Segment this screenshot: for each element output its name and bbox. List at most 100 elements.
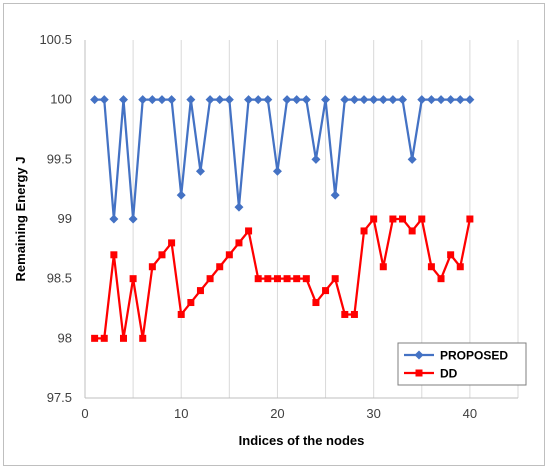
data-point-proposed <box>118 95 128 105</box>
data-point-dd <box>177 310 185 318</box>
data-point-proposed <box>253 95 263 105</box>
data-point-dd <box>322 287 330 295</box>
data-point-dd <box>379 263 387 271</box>
data-point-proposed <box>349 95 359 105</box>
data-point-dd <box>158 251 166 259</box>
data-point-proposed <box>167 95 177 105</box>
x-tick-label: 30 <box>366 406 380 421</box>
data-point-dd <box>437 275 445 283</box>
data-point-dd <box>293 275 301 283</box>
data-point-dd <box>91 334 99 342</box>
y-tick-label: 99 <box>58 211 72 226</box>
data-point-proposed <box>311 154 321 164</box>
legend-marker-proposed <box>414 350 424 360</box>
data-point-proposed <box>388 95 398 105</box>
legend-label-proposed: PROPOSED <box>440 349 508 363</box>
data-point-proposed <box>465 95 475 105</box>
data-point-proposed <box>292 95 302 105</box>
data-point-dd <box>302 275 310 283</box>
data-point-dd <box>360 227 368 235</box>
data-point-proposed <box>138 95 148 105</box>
data-point-proposed <box>359 95 369 105</box>
data-point-proposed <box>301 95 311 105</box>
data-point-proposed <box>436 95 446 105</box>
series-dd <box>91 215 474 342</box>
data-point-dd <box>399 215 407 223</box>
data-point-dd <box>225 251 233 259</box>
data-point-dd <box>187 299 195 307</box>
data-point-proposed <box>176 190 186 200</box>
data-point-proposed <box>446 95 456 105</box>
data-point-proposed <box>272 166 282 176</box>
data-point-proposed <box>195 166 205 176</box>
y-tick-label: 97.5 <box>47 390 72 405</box>
x-tick-label: 20 <box>270 406 284 421</box>
data-point-dd <box>139 334 147 342</box>
data-point-proposed <box>147 95 157 105</box>
data-point-proposed <box>234 202 244 212</box>
data-point-dd <box>206 275 214 283</box>
data-point-dd <box>466 215 474 223</box>
data-point-proposed <box>321 95 331 105</box>
data-point-proposed <box>157 95 167 105</box>
data-point-proposed <box>205 95 215 105</box>
data-point-dd <box>312 299 320 307</box>
legend-box <box>397 342 527 386</box>
data-point-dd <box>350 310 358 318</box>
axes <box>84 40 518 399</box>
x-tick-label: 40 <box>463 406 477 421</box>
data-point-proposed <box>330 190 340 200</box>
data-point-dd <box>110 251 118 259</box>
data-point-dd <box>196 287 204 295</box>
x-tick-label: 0 <box>81 406 88 421</box>
legend-label-dd: DD <box>440 367 458 381</box>
y-tick-labels: 97.5 98 98.5 99 99.5 100 100.5 <box>39 32 72 405</box>
data-point-proposed <box>263 95 273 105</box>
data-point-dd <box>408 227 416 235</box>
series-group <box>90 95 475 342</box>
y-tick-label: 100 <box>50 92 72 107</box>
data-point-proposed <box>398 95 408 105</box>
data-point-proposed <box>378 95 388 105</box>
data-point-proposed <box>128 214 138 224</box>
y-tick-label: 98.5 <box>47 271 72 286</box>
y-tick-label: 100.5 <box>39 32 72 47</box>
data-point-dd <box>418 215 426 223</box>
data-point-proposed <box>282 95 292 105</box>
data-point-proposed <box>109 214 119 224</box>
chart-frame <box>3 3 545 466</box>
series-line-proposed <box>94 98 470 221</box>
legend-marker-dd <box>415 369 423 377</box>
data-point-proposed <box>369 95 379 105</box>
x-tick-labels: 0 10 20 30 40 <box>81 406 477 421</box>
data-point-dd <box>273 275 281 283</box>
data-point-dd <box>456 263 464 271</box>
data-point-dd <box>254 275 262 283</box>
data-point-proposed <box>215 95 225 105</box>
data-point-dd <box>119 334 127 342</box>
y-tick-label: 99.5 <box>47 151 72 166</box>
series-proposed <box>90 95 475 224</box>
data-point-proposed <box>455 95 465 105</box>
data-point-proposed <box>417 95 427 105</box>
data-point-dd <box>129 275 137 283</box>
data-point-dd <box>389 215 397 223</box>
data-point-dd <box>370 215 378 223</box>
data-point-dd <box>264 275 272 283</box>
data-point-proposed <box>244 95 254 105</box>
x-tick-label: 10 <box>174 406 188 421</box>
data-point-proposed <box>186 95 196 105</box>
data-point-proposed <box>224 95 234 105</box>
data-point-dd <box>341 310 349 318</box>
data-point-proposed <box>340 95 350 105</box>
x-axis-title: Indices of the nodes <box>239 433 365 448</box>
data-point-dd <box>235 239 243 247</box>
data-point-dd <box>447 251 455 259</box>
data-point-proposed <box>407 154 417 164</box>
data-point-proposed <box>90 95 100 105</box>
data-point-dd <box>216 263 224 271</box>
y-tick-label: 98 <box>58 330 72 345</box>
data-point-dd <box>168 239 176 247</box>
y-axis-title: Remaining Energy J <box>13 157 28 282</box>
